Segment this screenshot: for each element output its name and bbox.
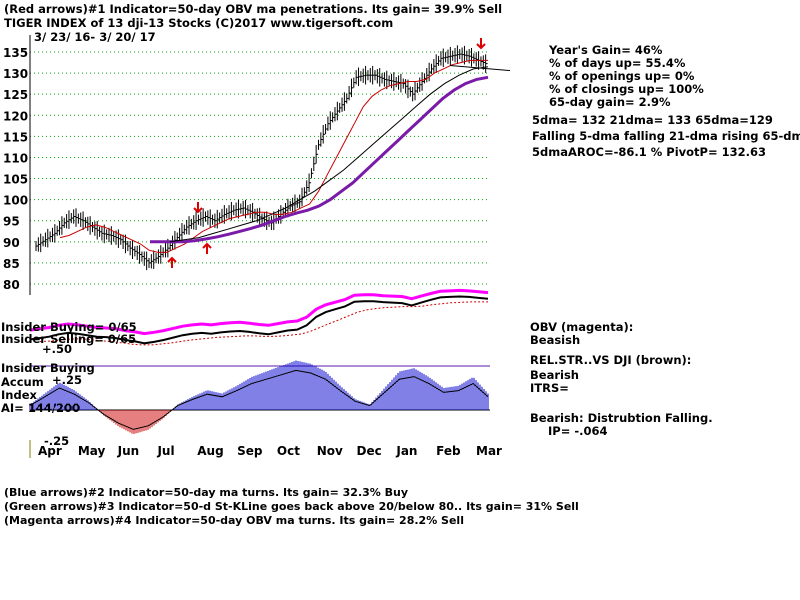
price-y-axis: 135 130 125 120 115 110 105 100 95 90 85 80 bbox=[3, 46, 28, 292]
openings-up: % of openings up= 0% bbox=[549, 69, 695, 83]
x-tick-label: Nov bbox=[317, 444, 343, 458]
x-tick-label: Dec bbox=[357, 444, 382, 458]
accum-label: Accum bbox=[1, 375, 44, 389]
x-tick-label: Sep bbox=[237, 444, 263, 458]
pivot-line bbox=[449, 64, 511, 72]
ma50-line bbox=[169, 66, 489, 243]
price-gridlines bbox=[30, 51, 488, 285]
obv-label: OBV (magenta): bbox=[530, 320, 634, 334]
plus-50-label: +.50 bbox=[42, 342, 73, 356]
x-tick-label: Oct bbox=[277, 444, 300, 458]
aroc-pivot: 5dmaAROC=-86.1 % PivotP= 132.63 bbox=[532, 145, 766, 159]
bearish-dist: Bearish: Distrubtion Falling. bbox=[530, 411, 713, 425]
series-lines bbox=[59, 59, 511, 253]
y-tick-label: 135 bbox=[3, 46, 28, 60]
insider-selling: Insider Selling= 0/65 bbox=[1, 332, 137, 346]
y-tick-label: 90 bbox=[3, 236, 20, 250]
x-tick-label: Mar bbox=[476, 444, 502, 458]
relstr-line bbox=[29, 295, 489, 345]
ma-values: 5dma= 132 21dma= 133 65dma=129 bbox=[532, 113, 773, 127]
plus-25-label: +.25 bbox=[52, 373, 83, 387]
x-tick-label: Aug bbox=[197, 444, 223, 458]
y-tick-label: 95 bbox=[3, 215, 20, 229]
y-tick-label: 125 bbox=[3, 88, 28, 102]
y-tick-label: 85 bbox=[3, 257, 20, 271]
ma65-line bbox=[150, 75, 489, 244]
years-gain: Year's Gain= 46% bbox=[549, 43, 663, 57]
x-axis: Apr May Jun Jul Aug Sep Oct Nov Dec Jan Feb Mar bbox=[38, 444, 502, 458]
y-tick-label: 105 bbox=[3, 173, 28, 187]
signal-arrow-head bbox=[193, 207, 203, 214]
signal-arrow-head bbox=[167, 256, 177, 263]
insider-buying: Insider Buying= 0/65 bbox=[1, 320, 137, 334]
relstr-status: Bearish bbox=[530, 368, 579, 382]
footer-line-2: (Green arrows)#3 Indicator=50-d St-KLine… bbox=[4, 500, 579, 513]
obv-status: Beasish bbox=[530, 333, 581, 347]
relstr-ma-line bbox=[39, 301, 488, 346]
x-tick-label: Jul bbox=[156, 444, 174, 458]
days-up: % of days up= 55.4% bbox=[549, 56, 686, 70]
itrs-label: ITRS= bbox=[530, 381, 569, 395]
header-line-2: TIGER INDEX of 13 dji-13 Stocks (C)2017 … bbox=[4, 16, 394, 30]
indicator-panels bbox=[29, 288, 489, 435]
y-tick-label: 120 bbox=[3, 109, 28, 123]
obv-line bbox=[29, 288, 489, 336]
footer-line-3: (Magenta arrows)#4 Indicator=50-day OBV … bbox=[4, 514, 464, 527]
ai-label: AI= 144/200 bbox=[1, 401, 81, 415]
footer-line-1: (Blue arrows)#2 Indicator=50-day ma turn… bbox=[4, 486, 409, 499]
date-range: 3/ 23/ 16- 3/ 20/ 17 bbox=[34, 30, 156, 44]
ma-trend: Falling 5-dma falling 21-dma rising 65-d… bbox=[532, 129, 800, 143]
y-tick-label: 80 bbox=[3, 278, 20, 292]
x-tick-label: May bbox=[78, 444, 106, 458]
signal-arrows bbox=[167, 38, 486, 268]
index-label: Index bbox=[1, 388, 37, 402]
x-tick-label: Apr bbox=[38, 444, 62, 458]
accum-ma-line bbox=[29, 369, 489, 430]
gain-65: 65-day gain= 2.9% bbox=[549, 95, 671, 109]
ip-label: IP= -.064 bbox=[548, 424, 608, 438]
y-tick-label: 110 bbox=[3, 151, 28, 165]
signal-arrow-head bbox=[202, 242, 212, 249]
ma21-line bbox=[59, 59, 488, 253]
relstr-label: REL.STR..VS DJI (brown): bbox=[530, 353, 692, 367]
x-tick-label: Jan bbox=[395, 444, 417, 458]
insider-buying-2: Insider Buying bbox=[1, 361, 95, 375]
minus-25-label: -.25 bbox=[44, 434, 70, 448]
y-tick-label: 100 bbox=[3, 194, 28, 208]
price-bars bbox=[35, 45, 488, 271]
closings-up: % of closings up= 100% bbox=[549, 82, 704, 96]
y-tick-label: 115 bbox=[3, 130, 28, 144]
x-tick-label: Jun bbox=[117, 444, 140, 458]
signal-arrow-head bbox=[476, 43, 486, 50]
y-tick-label: 130 bbox=[3, 67, 28, 81]
x-tick-label: Feb bbox=[436, 444, 461, 458]
header-line-1: (Red arrows)#1 Indicator=50-day OBV ma p… bbox=[4, 2, 503, 16]
